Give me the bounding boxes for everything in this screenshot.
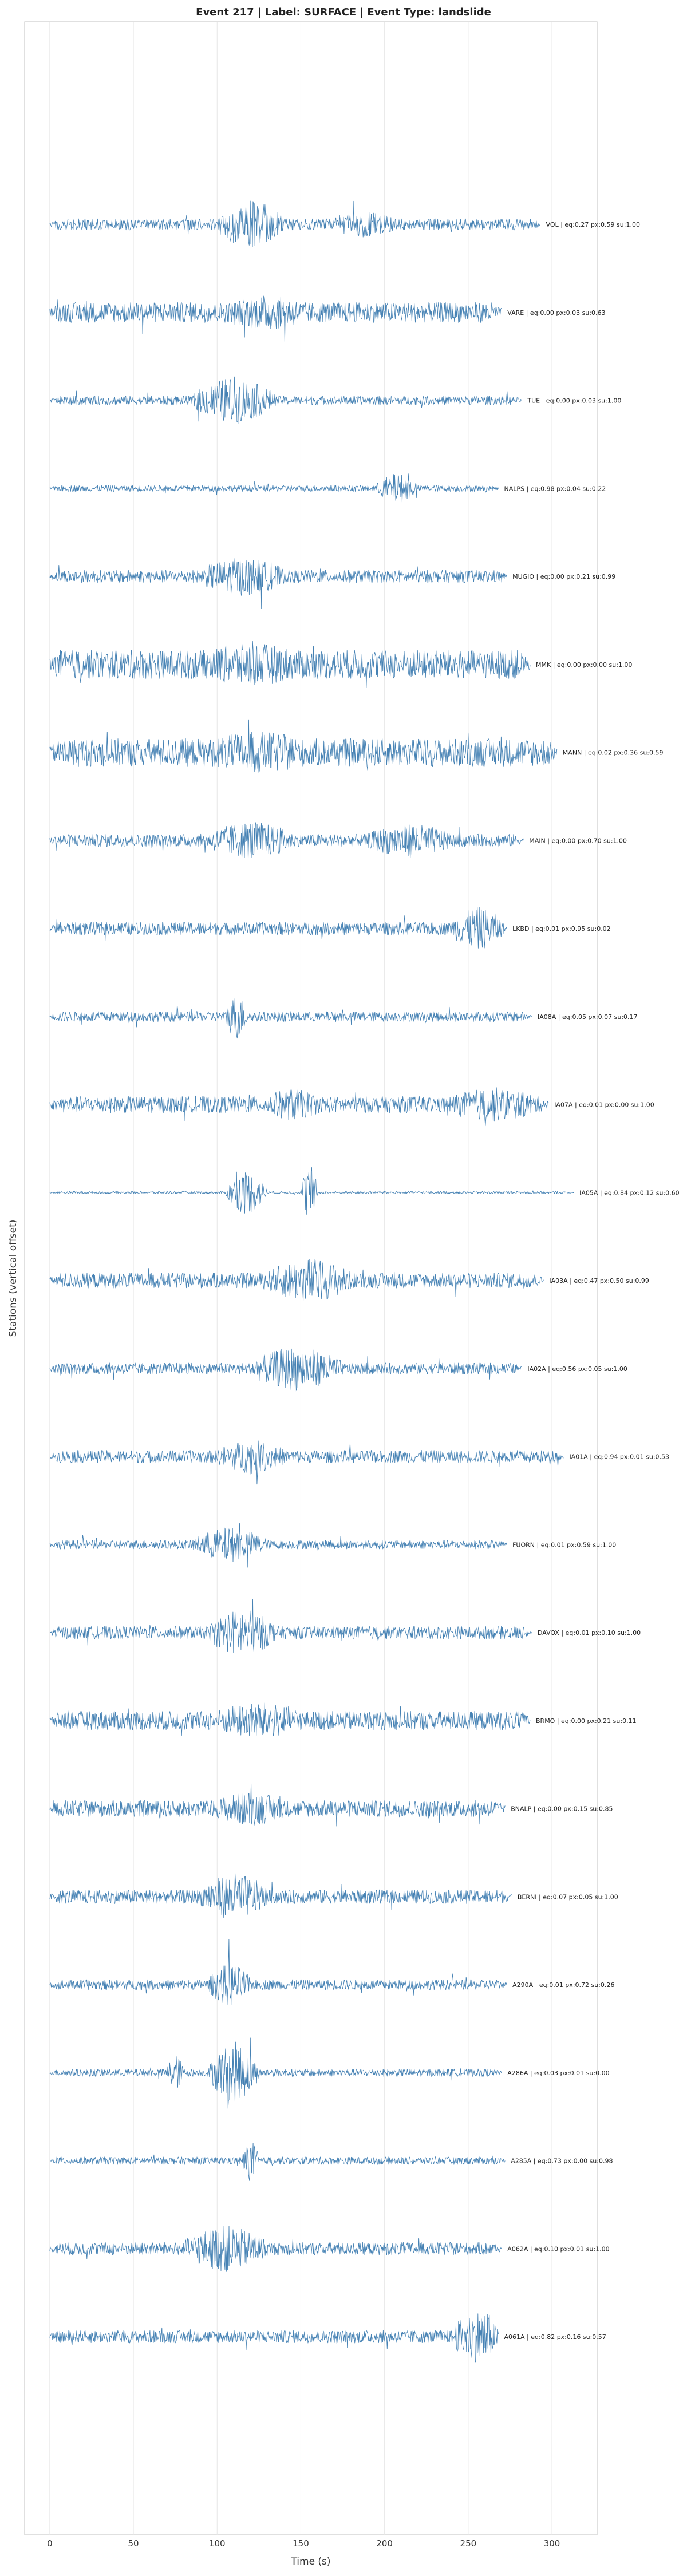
station-label: IA01A | eq:0.94 px:0.01 su:0.53 [570, 1453, 670, 1461]
station-labels: VOL | eq:0.27 px:0.59 su:1.00 VARE | eq:0… [504, 221, 680, 2341]
x-tick-label: 200 [376, 2538, 393, 2549]
station-label: IA02A | eq:0.56 px:0.05 su:1.00 [527, 1365, 627, 1373]
station-trace [49, 1702, 531, 1736]
station-trace [49, 1440, 564, 1485]
station-trace [49, 2143, 506, 2181]
station-trace [49, 641, 531, 688]
station-trace [49, 295, 502, 342]
station-label: A061A | eq:0.82 px:0.16 su:0.57 [504, 2333, 606, 2341]
x-gridlines [49, 22, 552, 2535]
station-label: LKBD | eq:0.01 px:0.95 su:0.02 [512, 925, 611, 933]
station-trace [49, 1939, 507, 2005]
station-label: A286A | eq:0.03 px:0.01 su:0.00 [507, 2069, 609, 2077]
station-label: NALPS | eq:0.98 px:0.04 su:0.22 [504, 485, 606, 492]
station-label: A062A | eq:0.10 px:0.01 su:1.00 [507, 2245, 609, 2253]
station-label: VOL | eq:0.27 px:0.59 su:1.00 [546, 221, 640, 228]
station-label: A285A | eq:0.73 px:0.00 su:0.98 [511, 2158, 613, 2165]
station-label: MAIN | eq:0.00 px:0.70 su:1.00 [529, 837, 627, 844]
station-trace [49, 1873, 512, 1918]
station-trace [49, 200, 541, 247]
x-axis-label: Time (s) [290, 2556, 330, 2567]
station-label: IA08A | eq:0.05 px:0.07 su:0.17 [538, 1013, 638, 1021]
station-label: BRMO | eq:0.00 px:0.21 su:0.11 [536, 1717, 637, 1725]
station-label: DAVOX | eq:0.01 px:0.10 su:1.00 [538, 1629, 641, 1637]
station-trace [49, 1167, 574, 1215]
x-tick-label: 0 [47, 2538, 53, 2549]
station-label: IA07A | eq:0.01 px:0.00 su:1.00 [554, 1101, 654, 1109]
x-tick-label: 300 [544, 2538, 560, 2549]
station-trace [49, 822, 524, 860]
station-label: FUORN | eq:0.01 px:0.59 su:1.00 [512, 1541, 616, 1548]
station-trace [49, 998, 532, 1039]
chart-title: Event 217 | Label: SURFACE | Event Type:… [196, 6, 491, 18]
station-traces [49, 200, 574, 2363]
station-trace [49, 719, 558, 773]
x-tick-label: 50 [128, 2538, 139, 2549]
station-label: TUE | eq:0.00 px:0.03 su:1.00 [527, 397, 621, 405]
station-trace [49, 1348, 522, 1392]
station-label: VARE | eq:0.00 px:0.03 su:0.63 [507, 309, 605, 317]
station-trace [49, 2313, 499, 2363]
station-trace [49, 907, 507, 949]
station-label: MANN | eq:0.02 px:0.36 su:0.59 [563, 749, 664, 757]
station-label: A290A | eq:0.01 px:0.72 su:0.26 [512, 1981, 614, 1989]
station-trace [49, 376, 522, 424]
station-trace [49, 2037, 502, 2109]
station-trace [49, 1523, 507, 1568]
y-axis-label: Stations (vertical offset) [7, 1220, 19, 1337]
x-axis-ticks: 0 50 100 150 200 250 300 [47, 2538, 560, 2549]
station-label: BNALP | eq:0.00 px:0.15 su:0.85 [511, 1805, 613, 1813]
x-tick-label: 150 [293, 2538, 309, 2549]
station-trace [49, 558, 507, 609]
station-label: MMK | eq:0.00 px:0.00 su:1.00 [536, 661, 632, 669]
station-trace [49, 2225, 502, 2272]
station-trace [49, 1599, 532, 1653]
station-label: IA03A | eq:0.47 px:0.50 su:0.99 [549, 1277, 649, 1285]
station-trace [49, 1259, 544, 1301]
station-label: MUGIO | eq:0.00 px:0.21 su:0.99 [512, 573, 615, 580]
station-trace [49, 1783, 506, 1827]
station-label: IA05A | eq:0.84 px:0.12 su:0.60 [579, 1189, 680, 1196]
x-tick-label: 100 [209, 2538, 226, 2549]
x-tick-label: 250 [460, 2538, 477, 2549]
plot-frame [24, 21, 598, 2535]
station-trace [49, 1087, 549, 1127]
station-trace [49, 473, 499, 503]
station-label: BERNI | eq:0.07 px:0.05 su:1.00 [518, 1893, 618, 1901]
